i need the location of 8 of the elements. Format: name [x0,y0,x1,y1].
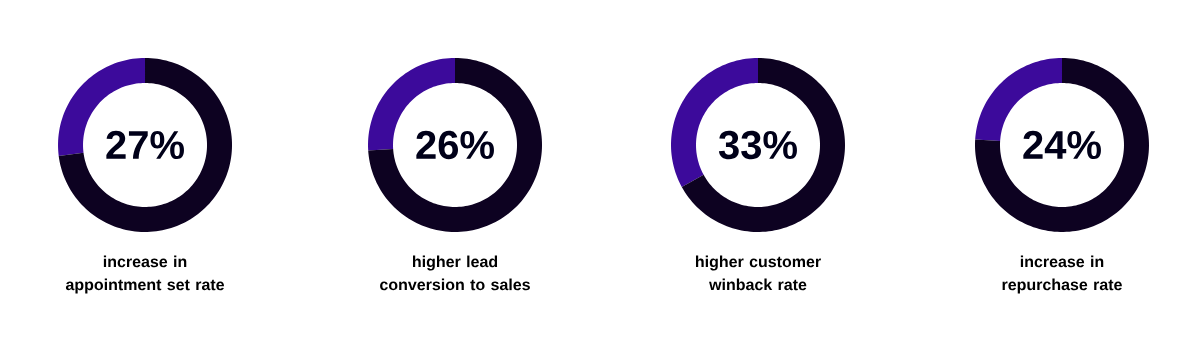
text: higher lead conversion to sales [380,255,530,291]
text: increase in repurchase rate [1002,255,1122,294]
text: 24% [1023,130,1101,160]
text: higher customer winback rate [695,255,821,291]
text: 33% [718,130,797,160]
text: increase in appointment set rate [65,255,225,294]
text: 27% [106,130,184,160]
text: 26% [416,130,494,160]
